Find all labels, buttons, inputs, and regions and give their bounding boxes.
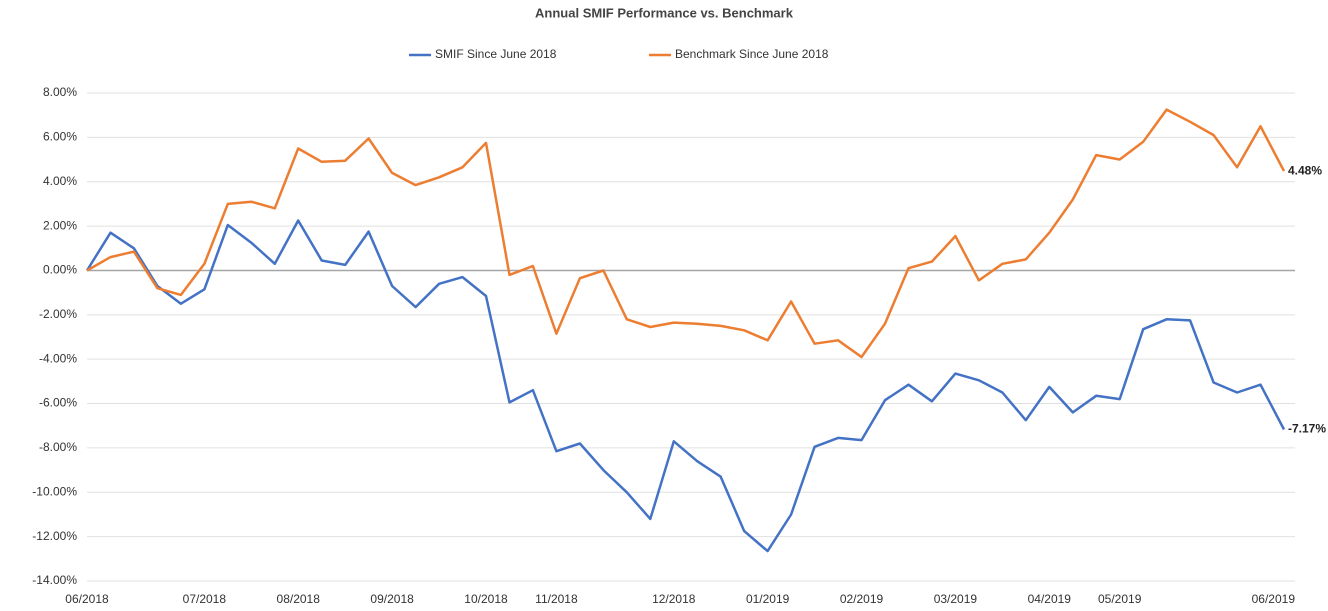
y-tick-label: 6.00% bbox=[43, 130, 77, 144]
y-tick-label: -6.00% bbox=[39, 396, 77, 410]
data-label: -7.17% bbox=[1288, 422, 1326, 436]
x-tick-label: 11/2018 bbox=[535, 592, 578, 606]
y-tick-label: -10.00% bbox=[32, 484, 77, 498]
x-tick-label: 01/2019 bbox=[746, 592, 790, 606]
x-tick-label: 08/2018 bbox=[277, 592, 321, 606]
y-tick-label: 4.00% bbox=[43, 174, 77, 188]
y-tick-label: -4.00% bbox=[39, 351, 77, 365]
chart-title: Annual SMIF Performance vs. Benchmark bbox=[535, 5, 794, 20]
y-tick-label: -14.00% bbox=[32, 573, 77, 587]
y-tick-label: 0.00% bbox=[43, 263, 77, 277]
x-tick-label: 06/2018 bbox=[65, 592, 109, 606]
y-tick-label: 8.00% bbox=[43, 85, 77, 99]
x-tick-label: 02/2019 bbox=[840, 592, 884, 606]
x-tick-label: 03/2019 bbox=[934, 592, 978, 606]
x-tick-label: 07/2018 bbox=[183, 592, 227, 606]
legend-label: Benchmark Since June 2018 bbox=[675, 47, 829, 61]
x-tick-label: 10/2018 bbox=[464, 592, 508, 606]
x-tick-label: 09/2018 bbox=[370, 592, 414, 606]
series-line bbox=[85, 219, 1286, 553]
y-tick-label: -8.00% bbox=[39, 440, 77, 454]
data-label: 4.48% bbox=[1288, 163, 1322, 177]
legend-label: SMIF Since June 2018 bbox=[435, 47, 557, 61]
y-tick-label: -12.00% bbox=[32, 529, 77, 543]
x-tick-label: 04/2019 bbox=[1028, 592, 1072, 606]
x-tick-label: 06/2019 bbox=[1252, 592, 1296, 606]
y-tick-label: 2.00% bbox=[43, 218, 77, 232]
x-tick-label: 05/2019 bbox=[1098, 592, 1142, 606]
series-line bbox=[86, 108, 1286, 359]
x-tick-label: 12/2018 bbox=[652, 592, 696, 606]
y-tick-label: -2.00% bbox=[39, 307, 77, 321]
